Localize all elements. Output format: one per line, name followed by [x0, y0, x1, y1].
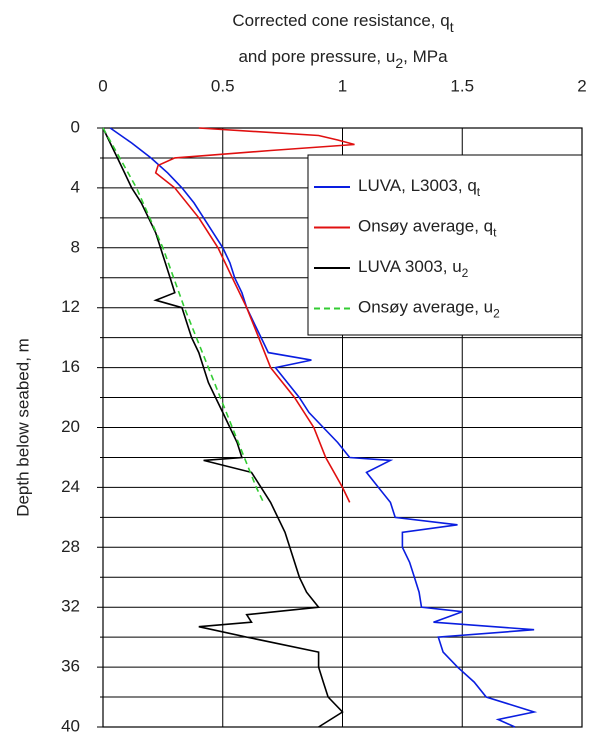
series-line: [102, 127, 265, 503]
legend-label: Onsøy average, u2: [358, 298, 500, 321]
x-tick-label: 0.5: [211, 76, 235, 95]
legend-text: LUVA 3003, u: [358, 257, 462, 276]
chart-title: Corrected cone resistance, qt: [232, 11, 453, 34]
series-line: [154, 127, 355, 503]
y-tick-label: 36: [61, 657, 80, 676]
y-axis-label: Depth below seabed, m: [13, 338, 32, 517]
x-tick-label: 1.5: [450, 76, 474, 95]
legend-text: LUVA, L3003, q: [358, 176, 477, 195]
title-text: Corrected cone resistance, q: [232, 11, 449, 30]
series-line: [102, 127, 344, 728]
title-sub: t: [450, 19, 454, 35]
title-sub: 2: [395, 55, 403, 71]
chart-title: and pore pressure, u2, MPa: [238, 47, 448, 70]
y-tick-label: 20: [61, 417, 80, 436]
x-tick-label: 0: [98, 76, 107, 95]
x-tick-label: 2: [577, 76, 586, 95]
x-tick-label: 1: [338, 76, 347, 95]
y-tick-label: 8: [71, 237, 80, 256]
series-line: [109, 127, 538, 728]
legend-label: LUVA, L3003, qt: [358, 176, 481, 199]
legend-sub: 2: [462, 266, 469, 280]
y-tick-label: 16: [61, 357, 80, 376]
legend-sub: 2: [493, 307, 500, 321]
legend-box: [307, 154, 583, 336]
y-tick-label: 0: [71, 117, 80, 136]
legend-label: Onsøy average, qt: [358, 217, 497, 240]
plot-frame: [102, 127, 583, 728]
y-tick-label: 24: [61, 477, 80, 496]
y-tick-label: 4: [71, 177, 80, 196]
legend-label: LUVA 3003, u2: [358, 257, 469, 280]
title-text: and pore pressure, u: [238, 47, 395, 66]
legend-sub: t: [477, 185, 481, 199]
legend-text: Onsøy average, q: [358, 217, 493, 236]
title-after: , MPa: [403, 47, 448, 66]
y-tick-label: 12: [61, 297, 80, 316]
legend-text: Onsøy average, u: [358, 298, 493, 317]
y-tick-label: 40: [61, 716, 80, 733]
y-tick-label: 28: [61, 537, 80, 556]
y-tick-label: 32: [61, 597, 80, 616]
legend-sub: t: [493, 226, 497, 240]
